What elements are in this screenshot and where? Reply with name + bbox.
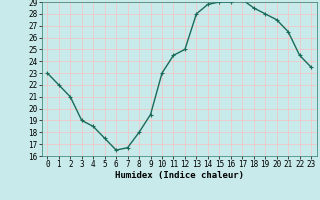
X-axis label: Humidex (Indice chaleur): Humidex (Indice chaleur) bbox=[115, 171, 244, 180]
